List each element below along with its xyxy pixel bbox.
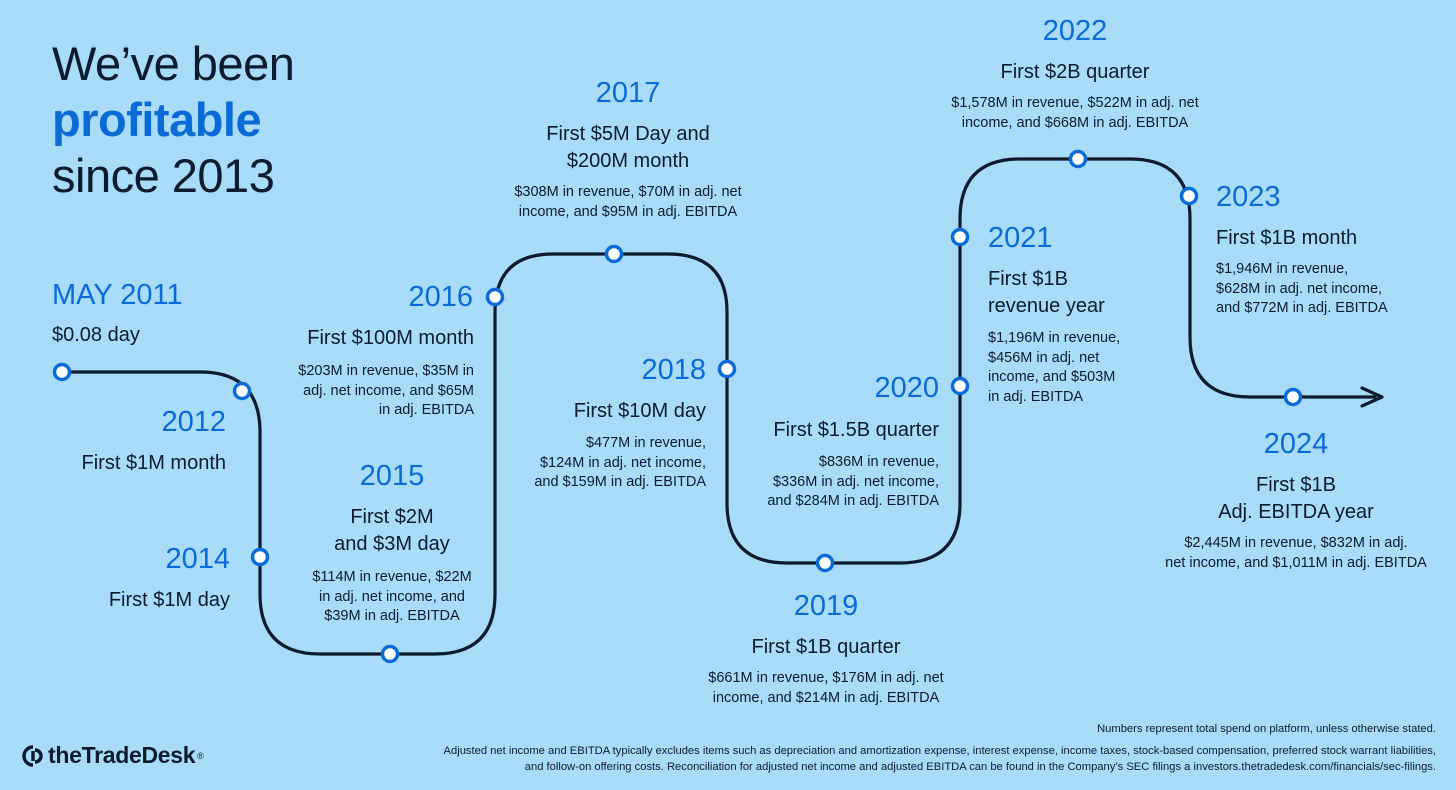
milestone-title-2015: First $2M and $3M day [334, 506, 450, 555]
milestone-details-2021: $1,196M in revenue, $456M in adj. net in… [988, 330, 1121, 405]
milestone-details-2020: $836M in revenue, $336M in adj. net inco… [767, 454, 939, 509]
milestone-2015: 2015 First $2M and $3M day $114M in reve… [292, 460, 492, 627]
node-2011 [52, 362, 72, 382]
milestone-2023: 2023 First $1B month $1,946M in revenue,… [1216, 181, 1436, 319]
disclaimer-line-2: and follow-on offering costs. Reconcilia… [524, 761, 1436, 773]
milestone-title-2019: First $1B quarter [751, 636, 901, 658]
tradedesk-logo-icon [22, 744, 43, 767]
milestone-title-2011: $0.08 day [52, 324, 140, 346]
year-label-2020: 2020 [874, 372, 939, 404]
node-2017 [604, 244, 624, 264]
node-2023 [1179, 186, 1199, 206]
milestone-details-2018: $477M in revenue, $124M in adj. net inco… [534, 435, 706, 490]
node-2016 [485, 287, 505, 307]
milestone-title-2012: First $1M month [81, 452, 226, 474]
node-2018 [717, 359, 737, 379]
milestone-2016: First $100M month $203M in revenue, $35M… [234, 325, 474, 421]
year-label-2019: 2019 [793, 590, 859, 622]
milestone-2021: 2021 First $1B revenue year $1,196M in r… [988, 222, 1168, 407]
brand-logo: theTradeDesk ® [22, 742, 204, 769]
year-label-2018: 2018 [641, 354, 706, 386]
milestone-details-2024: $2,445M in revenue, $832M in adj. net in… [1165, 535, 1427, 571]
node-2024 [1283, 387, 1303, 407]
arrow-head-icon [1360, 386, 1384, 408]
year-label-2024: 2024 [1263, 428, 1329, 460]
milestone-title-2023: First $1B month [1216, 227, 1358, 249]
milestone-title-2022: First $2B quarter [1000, 61, 1150, 83]
node-2012 [232, 381, 252, 401]
page-title: We’ve been profitable since 2013 [52, 36, 295, 204]
milestone-title-2014: First $1M day [108, 589, 230, 611]
registered-mark: ® [197, 750, 204, 761]
node-2022 [1068, 149, 1088, 169]
footer-disclaimer: Adjusted net income and EBITDA typically… [444, 743, 1436, 775]
year-label-2022: 2022 [1042, 15, 1108, 47]
timeline-path [60, 157, 1377, 656]
brand-name: theTradeDesk [48, 742, 196, 768]
year-label-2023: 2023 [1216, 181, 1281, 213]
milestone-details-2015: $114M in revenue, $22M in adj. net incom… [312, 569, 472, 624]
year-label-2017: 2017 [595, 77, 661, 109]
milestone-details-2017: $308M in revenue, $70M in adj. net incom… [514, 184, 742, 220]
milestone-title-2021: First $1B revenue year [988, 268, 1105, 317]
node-2021 [950, 227, 970, 247]
node-2014 [250, 547, 270, 567]
disclaimer-line-1: Adjusted net income and EBITDA typically… [443, 745, 1436, 757]
year-label-2012: 2012 [161, 406, 226, 438]
milestone-details-2019: $661M in revenue, $176M in adj. net inco… [708, 670, 944, 706]
milestone-2018: First $10M day $477M in revenue, $124M i… [486, 398, 706, 493]
node-2015 [380, 644, 400, 664]
milestone-title-2024: First $1B Adj. EBITDA year [1218, 474, 1374, 523]
year-label-2021: 2021 [988, 222, 1053, 254]
title-line-2: profitable [52, 93, 262, 146]
milestone-details-2016: $203M in revenue, $35M in adj. net incom… [298, 363, 474, 418]
footer-note: Numbers represent total spend on platfor… [1097, 723, 1436, 735]
milestone-2017: 2017 First $5M Day and $200M month $308M… [488, 77, 768, 222]
milestone-title-2020: First $1.5B quarter [773, 419, 939, 441]
year-label-2011: MAY 2011 [52, 279, 183, 311]
milestone-2019: 2019 First $1B quarter $661M in revenue,… [687, 590, 965, 708]
title-line-3: since 2013 [52, 149, 275, 202]
milestone-2022: 2022 First $2B quarter $1,578M in revenu… [925, 15, 1225, 133]
milestone-details-2023: $1,946M in revenue, $628M in adj. net in… [1216, 261, 1388, 316]
milestone-2024: 2024 First $1B Adj. EBITDA year $2,445M … [1146, 428, 1446, 573]
year-label-2016: 2016 [408, 281, 473, 313]
node-2020 [950, 376, 970, 396]
year-label-2014: 2014 [165, 543, 230, 575]
node-2019 [815, 553, 835, 573]
milestone-title-2017: First $5M Day and $200M month [546, 123, 710, 172]
year-label-2015: 2015 [359, 460, 425, 492]
milestone-title-2016: First $100M month [307, 327, 474, 349]
milestone-title-2018: First $10M day [573, 400, 706, 422]
title-line-1: We’ve been [52, 37, 295, 90]
milestone-details-2022: $1,578M in revenue, $522M in adj. net in… [951, 95, 1199, 131]
milestone-2020: First $1.5B quarter $836M in revenue, $3… [719, 417, 939, 512]
